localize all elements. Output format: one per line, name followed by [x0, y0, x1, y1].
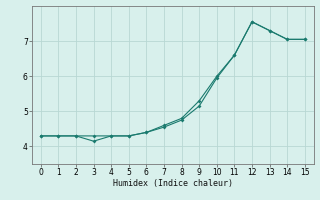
X-axis label: Humidex (Indice chaleur): Humidex (Indice chaleur)	[113, 179, 233, 188]
